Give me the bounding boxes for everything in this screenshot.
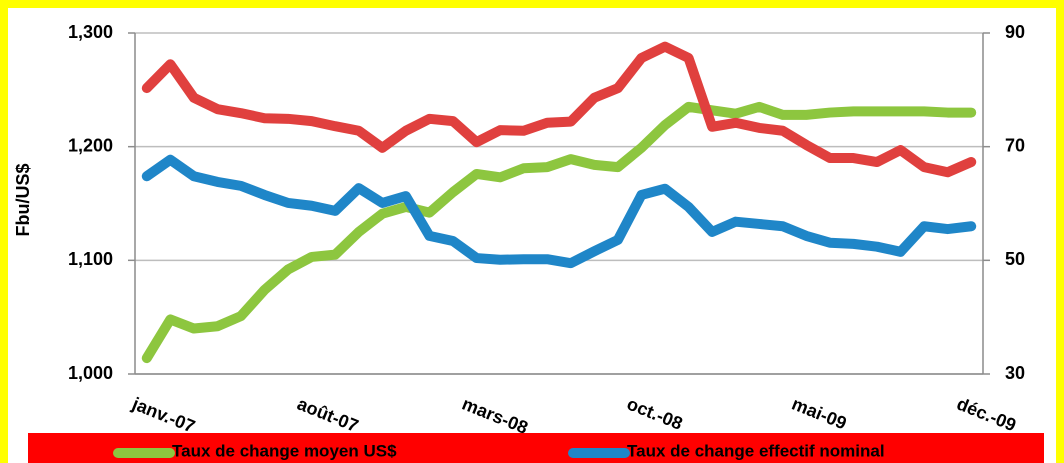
y-tick-label: 1,100 — [68, 249, 113, 269]
y2-tick-label: 90 — [1005, 22, 1025, 42]
y-tick-label: 1,300 — [68, 22, 113, 42]
series-line — [141, 41, 977, 178]
y-tick-label: 1,000 — [68, 363, 113, 383]
legend-label: Taux de change moyen US$ — [172, 441, 397, 460]
series-line — [141, 154, 977, 269]
legend-box — [28, 433, 1044, 463]
y2-tick-label: 70 — [1005, 135, 1025, 155]
series-line — [141, 101, 977, 364]
y2-tick-label: 30 — [1005, 363, 1025, 383]
y-tick-label: 1,200 — [68, 135, 113, 155]
y2-tick-label: 50 — [1005, 249, 1025, 269]
legend-label: Taux de change effectif nominal — [627, 441, 885, 460]
y-axis-label: Fbu/US$ — [13, 163, 33, 236]
